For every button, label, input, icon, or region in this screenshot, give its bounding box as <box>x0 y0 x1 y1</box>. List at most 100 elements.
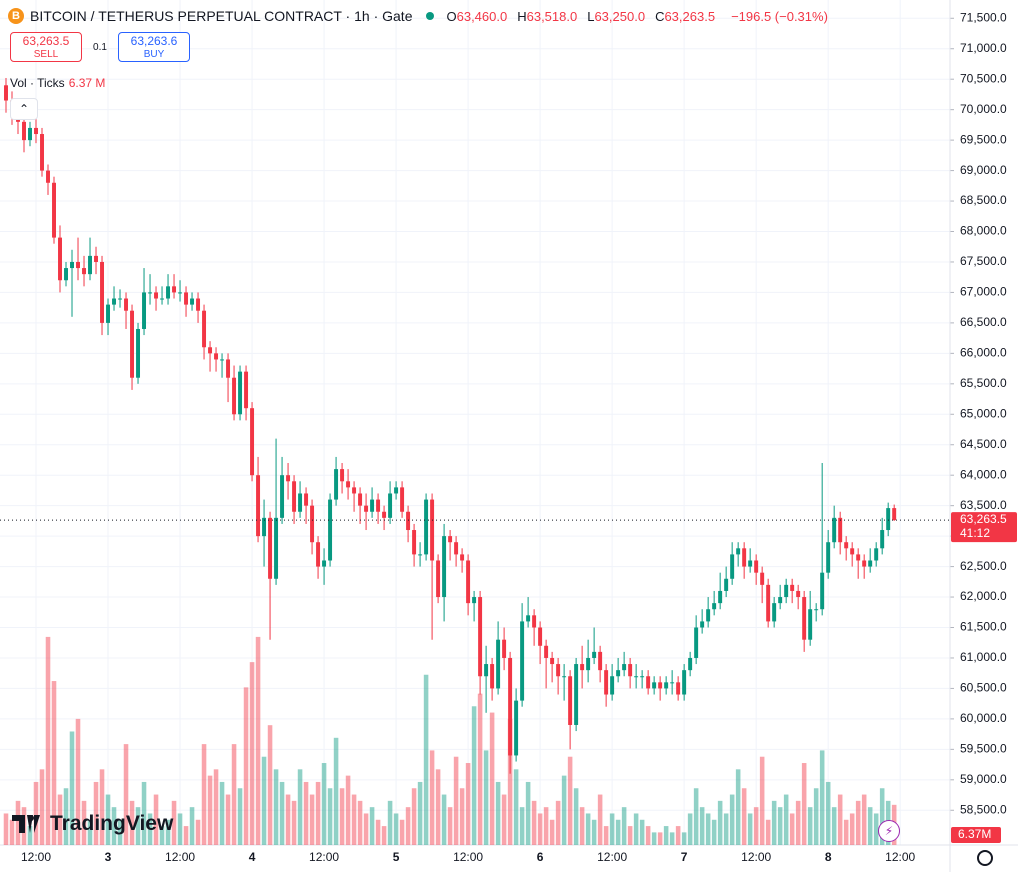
candle-body <box>718 590 723 604</box>
volume-bar <box>351 794 357 845</box>
candle-body <box>196 298 201 311</box>
volume-bar <box>663 826 669 845</box>
candle-body <box>220 359 225 361</box>
volume-bar <box>585 813 591 845</box>
alert-icon[interactable]: ⚡ <box>878 820 900 842</box>
volume-bar <box>135 807 141 845</box>
volume-bar <box>669 832 675 845</box>
candle-body <box>388 493 393 518</box>
volume-bar <box>819 750 825 845</box>
candle-body <box>634 676 639 678</box>
candle-body <box>64 268 68 281</box>
volume-bar <box>3 813 9 845</box>
volume-bar <box>477 693 483 845</box>
candle-body <box>736 548 741 555</box>
volume-bar <box>525 781 531 845</box>
candle-body <box>676 682 681 695</box>
y-tick-label: 61,500.0 <box>960 620 1007 634</box>
candle-body <box>358 493 363 506</box>
candle-body <box>142 292 147 329</box>
y-tick-label: 69,500.0 <box>960 132 1007 146</box>
y-tick-label: 59,000.0 <box>960 772 1007 786</box>
candle-body <box>832 517 837 543</box>
volume-bar <box>57 794 63 845</box>
y-tick-label: 58,500.0 <box>960 802 1007 816</box>
candle-body <box>472 597 477 604</box>
candle-body <box>592 651 597 658</box>
volume-bar <box>777 807 783 845</box>
volume-bar <box>219 781 225 845</box>
x-tick-label: 3 <box>105 850 112 864</box>
candle-body <box>460 554 465 561</box>
volume-bar <box>861 794 867 845</box>
candle-body <box>40 134 44 171</box>
volume-bar <box>243 687 249 845</box>
candle-body <box>304 493 309 506</box>
candle-body <box>562 676 567 678</box>
candle-body <box>892 508 897 521</box>
volume-tag-label: 6.37M <box>958 827 991 841</box>
buy-button[interactable]: 63,263.6 BUY <box>118 32 190 62</box>
volume-bar <box>9 819 15 845</box>
countdown: 41:12 <box>960 526 990 540</box>
candle-body <box>652 682 657 689</box>
volume-bar <box>447 807 453 845</box>
volume-bar <box>411 788 417 845</box>
y-tick-label: 67,500.0 <box>960 254 1007 268</box>
volume-bar <box>639 819 645 845</box>
candle-body <box>790 584 795 591</box>
volume-bar <box>753 807 759 845</box>
candle-body <box>436 560 441 598</box>
ohlc-low: L63,250.0 <box>587 9 649 24</box>
y-tick-label: 62,000.0 <box>960 589 1007 603</box>
volume-bar <box>465 763 471 845</box>
volume-bar <box>117 819 123 845</box>
candle-body <box>886 508 891 531</box>
candle-body <box>226 359 231 378</box>
candle-body <box>238 371 243 415</box>
volume-bar <box>645 826 651 845</box>
x-tick-label: 12:00 <box>741 850 771 864</box>
candle-body <box>106 304 111 323</box>
candle-body <box>94 255 99 262</box>
settings-button[interactable] <box>977 850 993 866</box>
candle-body <box>448 536 453 543</box>
candle-body <box>286 475 291 482</box>
collapse-button[interactable]: ⌃ <box>10 98 38 120</box>
candle-body <box>100 261 105 323</box>
volume-bar <box>603 826 609 845</box>
volume-bar <box>711 819 717 845</box>
ohlc-label: L <box>587 8 595 24</box>
candle-body <box>478 597 483 677</box>
volume-bar <box>699 807 705 845</box>
volume-bar <box>165 819 171 845</box>
candle-body <box>262 517 267 537</box>
candle-body <box>814 609 819 611</box>
candle-body <box>214 353 219 360</box>
candle-body <box>754 560 759 573</box>
x-tick-label: 12:00 <box>165 850 195 864</box>
volume-bar <box>513 769 519 845</box>
volume-bar <box>279 781 285 845</box>
symbol-title[interactable]: BITCOIN / TETHERUS PERPETUAL CONTRACT · … <box>30 8 413 24</box>
coin-icon: B <box>8 8 24 24</box>
volume-bar <box>297 769 303 845</box>
y-tick-label: 65,000.0 <box>960 406 1007 420</box>
candle-body <box>208 347 213 354</box>
candle-body <box>850 548 855 555</box>
candle-body <box>544 645 549 658</box>
volume-bar <box>765 819 771 845</box>
candle-body <box>826 542 831 573</box>
volume-bar <box>345 775 351 845</box>
volume-bar <box>213 769 219 845</box>
candle-body <box>604 670 609 695</box>
candle-body <box>250 408 255 476</box>
x-tick-label: 12:00 <box>597 850 627 864</box>
candle-body <box>730 554 735 579</box>
y-tick-label: 71,000.0 <box>960 41 1007 55</box>
volume-bar <box>879 788 885 845</box>
volume-bar <box>735 769 741 845</box>
branding[interactable]: TradingView <box>12 812 173 836</box>
ohlc-value: 63,263.5 <box>664 8 716 24</box>
sell-button[interactable]: 63,263.5 SELL <box>10 32 82 62</box>
